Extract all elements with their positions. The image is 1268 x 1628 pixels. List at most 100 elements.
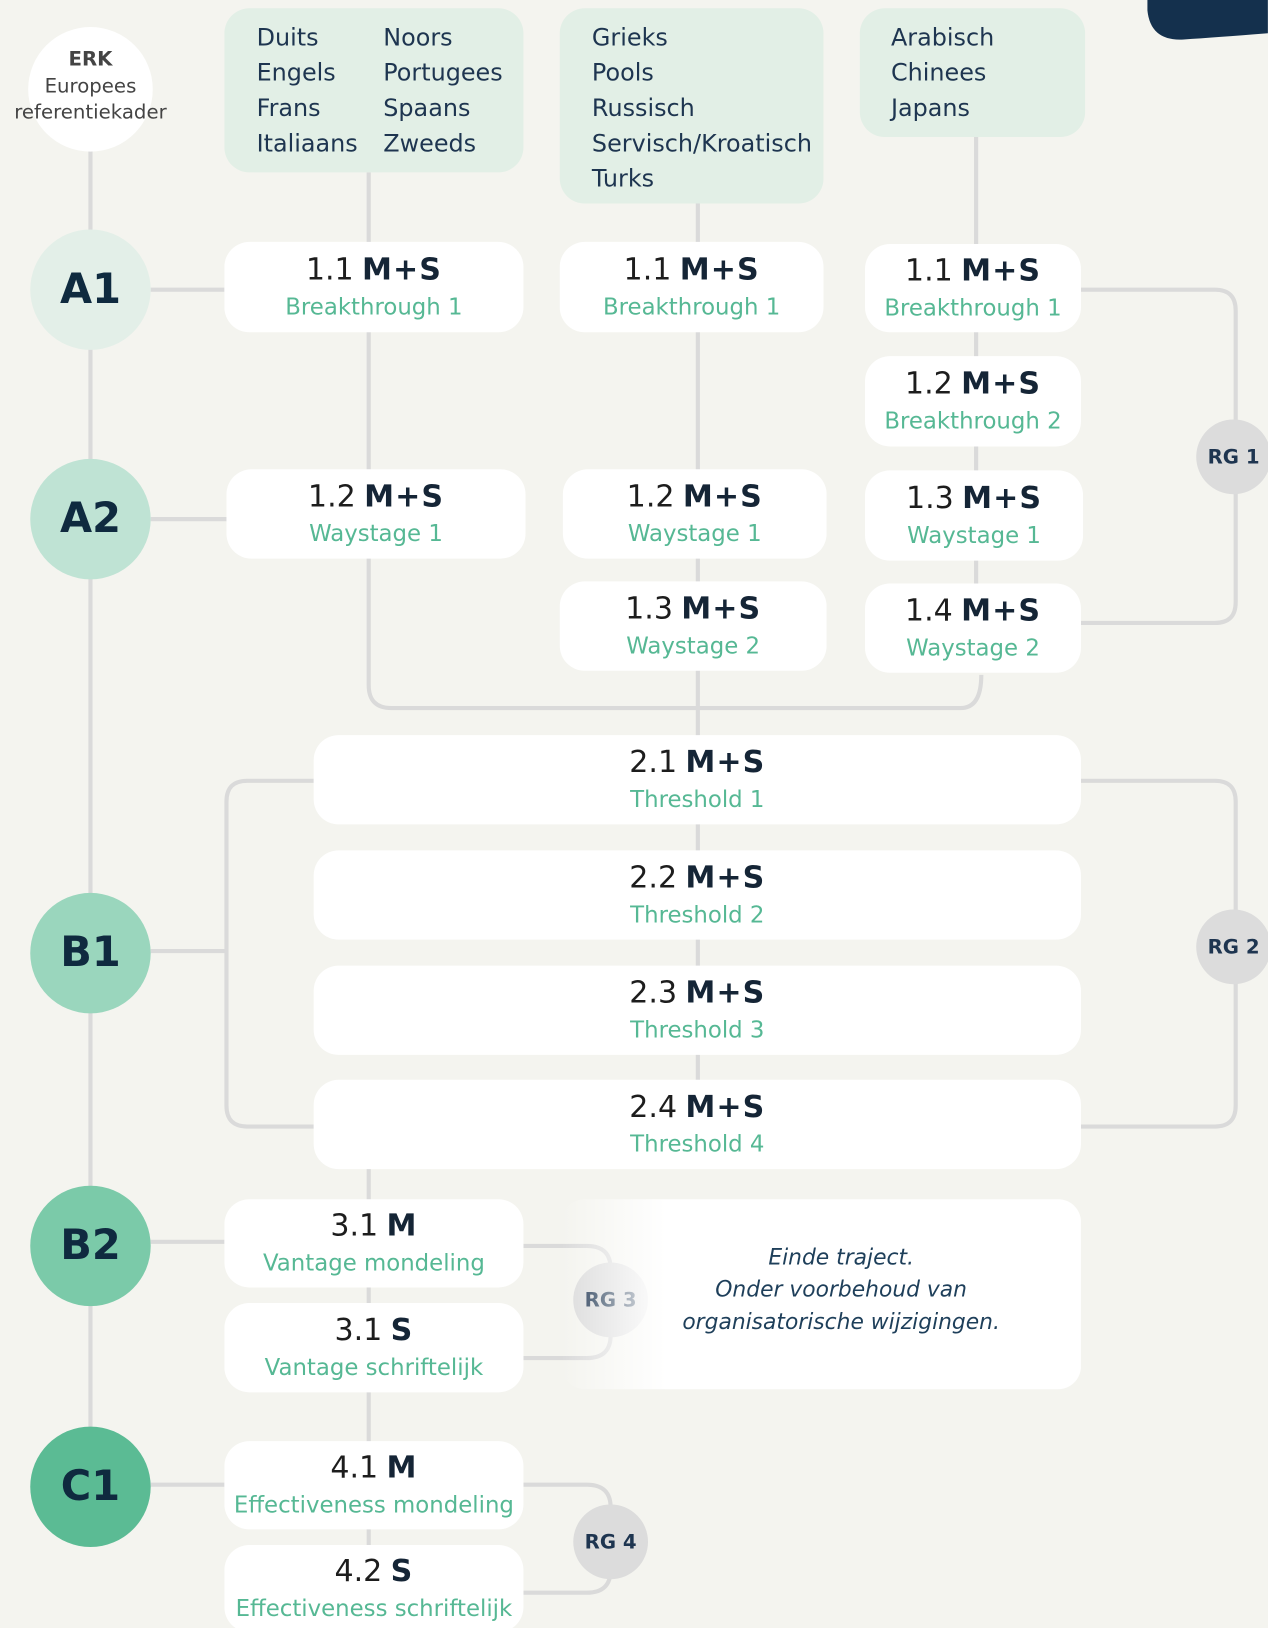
module-title: 1.1 M+S	[306, 252, 442, 287]
module-name: Breakthrough 1	[884, 295, 1061, 321]
review-group: RG 2	[1208, 935, 1260, 958]
module-code: M+S	[681, 591, 761, 626]
header-subtitle: Europees	[45, 75, 137, 98]
module-number: 4.2	[334, 1553, 382, 1588]
module-title: 1.1 M+S	[624, 252, 760, 287]
module-code: M+S	[362, 252, 442, 287]
module-number: 2.1	[629, 745, 677, 780]
module-title: 1.4 M+S	[905, 593, 1041, 628]
module-name: Waystage 2	[906, 635, 1040, 661]
language: Italiaans	[257, 129, 358, 157]
header-title: ERK	[68, 48, 113, 71]
language-group	[559, 8, 824, 204]
module-name: Waystage 1	[309, 521, 443, 547]
module-box	[224, 1199, 524, 1288]
module-title: 3.1 S	[334, 1313, 413, 1348]
module-code: M+S	[685, 1089, 765, 1124]
language: Duits	[257, 23, 319, 51]
language: Frans	[257, 94, 321, 122]
level-circle	[30, 458, 151, 580]
module-code: M+S	[961, 366, 1041, 401]
module-box	[224, 1544, 524, 1628]
module-code: M+S	[680, 252, 760, 287]
level-label: B2	[60, 1220, 121, 1269]
module-number: 3.1	[334, 1313, 382, 1348]
module-number: 1.3	[906, 480, 954, 515]
module-name: Threshold 3	[629, 1017, 764, 1043]
language: Pools	[592, 59, 654, 87]
header-circle	[28, 26, 153, 152]
note-box	[561, 1199, 1081, 1390]
module-box	[224, 1441, 524, 1530]
module-box	[865, 243, 1081, 333]
module-code: M+S	[685, 975, 765, 1010]
corner-tab	[1147, 0, 1268, 40]
module-number: 1.2	[905, 366, 953, 401]
level-label: A2	[60, 493, 121, 542]
note-line: Einde traject.	[768, 1245, 914, 1270]
module-box	[313, 850, 1081, 940]
module-title: 1.2 M+S	[627, 479, 763, 514]
module-number: 4.1	[330, 1450, 378, 1485]
module-code: M+S	[962, 480, 1042, 515]
review-group: RG 4	[585, 1530, 637, 1553]
module-code: M+S	[961, 253, 1041, 288]
language: Russisch	[592, 94, 695, 122]
module-number: 1.2	[627, 479, 675, 514]
module-number: 1.1	[905, 253, 953, 288]
note-line: organisatorische wijzigingen.	[682, 1310, 1000, 1335]
language: Spaans	[383, 94, 470, 122]
module-code: M	[386, 1450, 417, 1485]
module-box	[226, 469, 526, 559]
module-name: Threshold 1	[629, 787, 764, 813]
module-name: Breakthrough 2	[884, 409, 1061, 435]
language-group	[224, 8, 524, 173]
module-number: 1.1	[624, 252, 672, 287]
module-title: 3.1 M	[330, 1208, 417, 1243]
module-title: 2.4 M+S	[629, 1089, 765, 1124]
module-title: 1.2 M+S	[905, 366, 1041, 401]
module-title: 2.3 M+S	[629, 975, 765, 1010]
module-name: Threshold 2	[629, 902, 764, 928]
module-box	[559, 581, 827, 671]
module-name: Waystage 2	[626, 633, 760, 659]
module-box	[224, 1303, 524, 1393]
module-title: 2.1 M+S	[629, 745, 765, 780]
review-group-circle	[1196, 909, 1268, 985]
module-name: Breakthrough 1	[285, 294, 462, 320]
module-code: M+S	[683, 479, 763, 514]
language: Servisch/Kroatisch	[592, 129, 812, 157]
module-name: Waystage 1	[628, 521, 762, 547]
module-code: S	[391, 1313, 414, 1348]
language: Arabisch	[891, 23, 994, 51]
module-number: 1.3	[625, 591, 673, 626]
level-label: C1	[61, 1461, 120, 1510]
module-number: 2.4	[629, 1089, 677, 1124]
module-box	[313, 965, 1081, 1055]
module-number: 1.4	[905, 593, 953, 628]
module-title: 4.2 S	[334, 1553, 413, 1588]
module-name: Waystage 1	[907, 523, 1041, 549]
module-name: Effectiveness mondeling	[234, 1493, 514, 1519]
module-box	[865, 583, 1081, 673]
review-group-circle	[573, 1504, 649, 1580]
module-name: Breakthrough 1	[603, 294, 780, 320]
module-title: 1.3 M+S	[906, 480, 1042, 515]
module-code: S	[391, 1553, 414, 1588]
module-number: 2.3	[629, 975, 677, 1010]
level-label: A1	[60, 264, 121, 313]
language: Turks	[591, 165, 654, 193]
language: Zweeds	[383, 129, 476, 157]
module-name: Vantage mondeling	[263, 1251, 485, 1277]
module-title: 1.1 M+S	[905, 253, 1041, 288]
module-code: M+S	[364, 479, 444, 514]
module-title: 1.3 M+S	[625, 591, 761, 626]
module-number: 2.2	[629, 860, 677, 895]
level-label: B1	[60, 927, 121, 976]
module-name: Vantage schriftelijk	[265, 1355, 484, 1381]
language: Japans	[889, 94, 970, 122]
module-box	[865, 356, 1081, 447]
level-circle	[30, 229, 151, 350]
module-box	[562, 469, 827, 559]
